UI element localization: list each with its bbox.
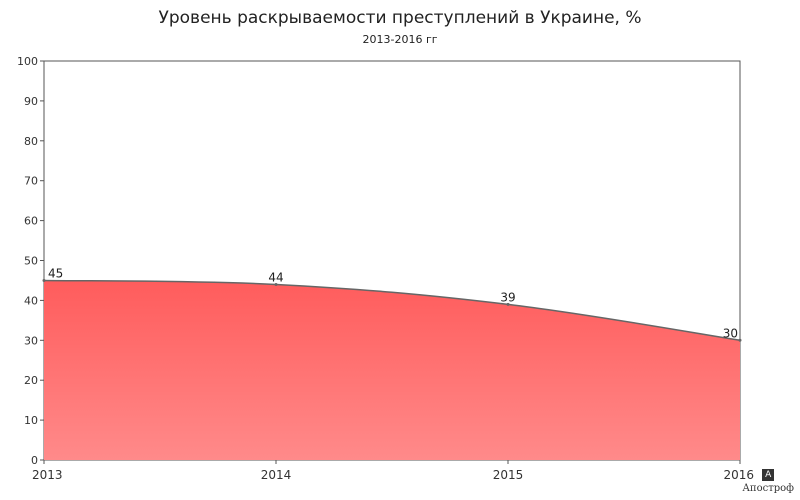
chart-subtitle: 2013-2016 гг xyxy=(362,33,438,46)
y-tick-label: 20 xyxy=(24,374,38,387)
x-tick-label: 2014 xyxy=(261,468,292,482)
x-tick-label: 2013 xyxy=(32,468,63,482)
brand-name: Апостроф xyxy=(742,483,794,494)
data-label: 39 xyxy=(500,290,515,304)
y-tick-label: 10 xyxy=(24,414,38,427)
y-tick-label: 60 xyxy=(24,215,38,228)
series-line xyxy=(43,279,741,342)
data-point xyxy=(506,302,510,306)
y-tick-label: 30 xyxy=(24,334,38,347)
y-tick-label: 50 xyxy=(24,255,38,268)
series-area xyxy=(44,280,740,460)
y-tick-label: 0 xyxy=(31,454,38,467)
y-tick-label: 100 xyxy=(17,55,38,68)
data-point xyxy=(42,278,46,282)
y-tick-label: 40 xyxy=(24,294,38,307)
y-tick-label: 90 xyxy=(24,95,38,108)
chart-title: Уровень раскрываемости преступлений в Ук… xyxy=(158,8,642,28)
data-label: 44 xyxy=(268,270,283,284)
y-tick-label: 70 xyxy=(24,175,38,188)
data-point xyxy=(274,282,278,286)
data-label: 30 xyxy=(723,326,738,340)
data-label: 45 xyxy=(48,266,63,280)
brand-logo: A Апостроф xyxy=(742,469,794,495)
x-tick-label: 2016 xyxy=(723,468,754,482)
x-tick-label: 2015 xyxy=(493,468,524,482)
y-tick-label: 80 xyxy=(24,135,38,148)
data-point xyxy=(738,338,742,342)
brand-icon: A xyxy=(762,469,775,481)
